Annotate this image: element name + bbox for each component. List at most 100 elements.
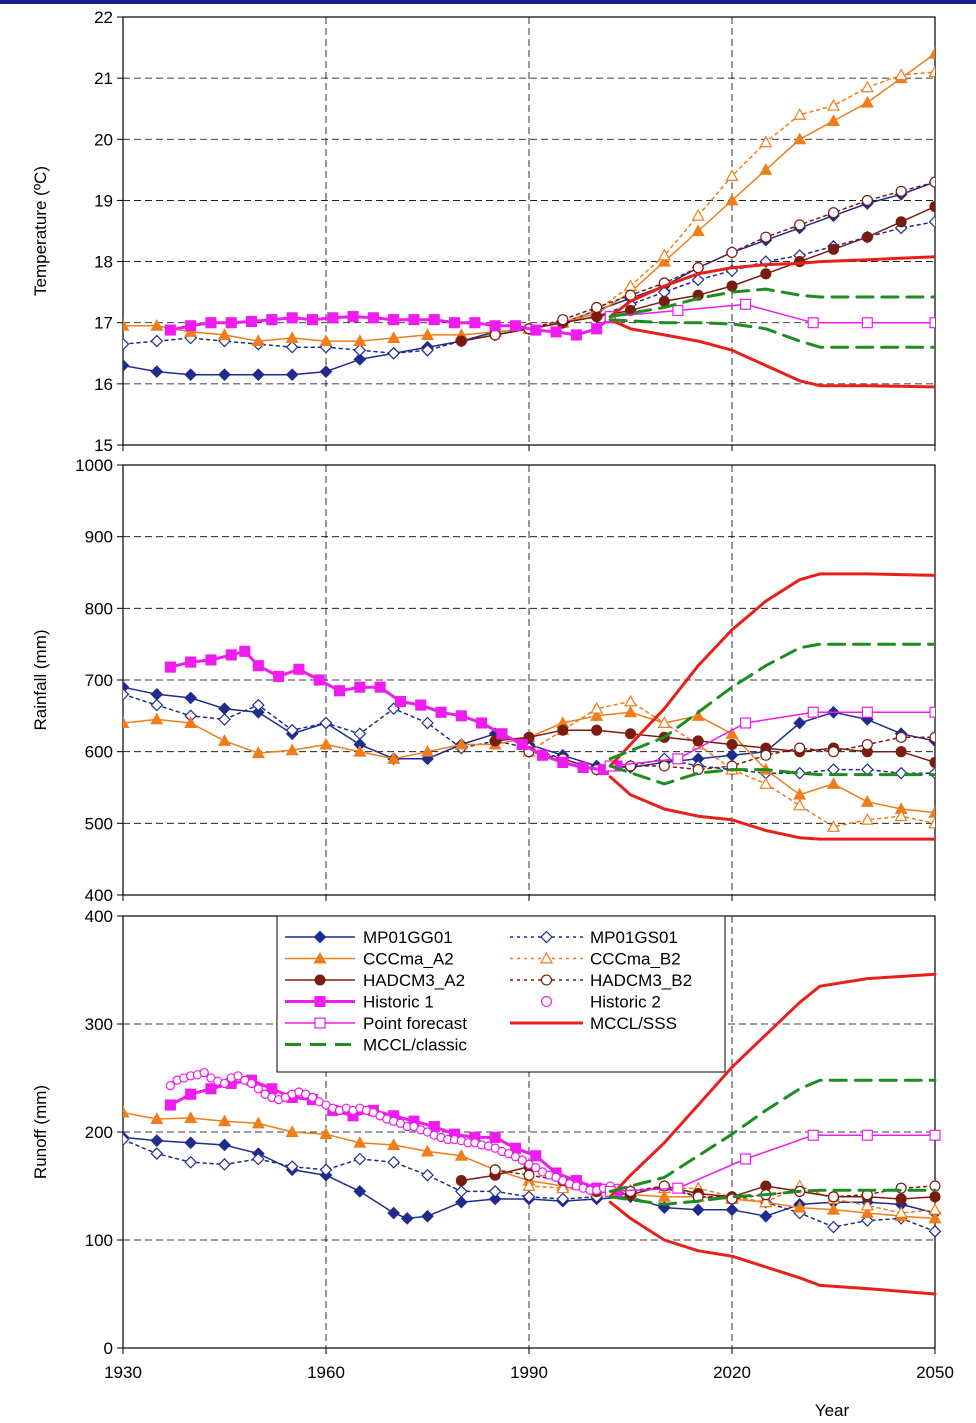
data-point-mp01gs01 [827, 1220, 840, 1234]
data-point-cccma-b2 [793, 108, 807, 120]
data-point-mp01gs01 [488, 1185, 502, 1198]
data-point-cccma-a2 [150, 319, 164, 331]
data-point-historic-1 [388, 314, 400, 326]
data-point-mp01gg01 [218, 368, 231, 382]
data-point-historic-1 [557, 756, 569, 768]
data-point-mp01gg01 [150, 365, 164, 378]
data-point-mp01gs01 [150, 334, 164, 348]
data-point-hadcm3-b2 [929, 731, 935, 743]
series-line-mccl-sss-lower [608, 1200, 937, 1296]
data-point-historic-1 [286, 312, 298, 324]
y-tick-label: 1000 [75, 456, 113, 475]
data-point-cccma-b2 [657, 248, 671, 261]
data-point-mp01gs01 [928, 215, 935, 229]
data-point-hadcm3-a2 [455, 335, 467, 347]
data-point-mp01gg01 [184, 368, 198, 382]
series-line-mccl-sss-lower [608, 775, 935, 841]
data-point-cccma-a2 [860, 95, 874, 108]
data-point-point-forecast [861, 706, 873, 718]
legend-label-hadcm3-b2: HADCM3_B2 [590, 971, 692, 990]
data-point-point-forecast [672, 304, 684, 317]
data-point-hadcm3-b2 [557, 314, 569, 326]
data-point-historic-1 [327, 312, 339, 324]
legend-label-historic-1: Historic 1 [363, 993, 434, 1012]
data-point-historic-1 [536, 749, 549, 761]
data-point-mp01gs01 [894, 766, 908, 780]
data-point-mp01gg01 [353, 1185, 367, 1198]
data-point-historic-1 [225, 649, 237, 661]
data-point-cccma-a2 [285, 331, 299, 343]
data-point-point-forecast [929, 1129, 941, 1141]
data-point-hadcm3-b2 [692, 764, 704, 776]
data-point-hadcm3-b2 [861, 194, 873, 206]
data-point-cccma-a2 [759, 163, 773, 175]
data-point-historic-1 [394, 695, 406, 708]
legend-label-mp01gs01: MP01GS01 [590, 928, 678, 947]
data-point-historic-1 [530, 1150, 542, 1162]
data-point-hadcm3-a2 [692, 735, 704, 747]
data-point-historic-1 [347, 311, 359, 323]
data-point-cccma-a2 [928, 1211, 942, 1224]
data-point-point-forecast [807, 706, 819, 718]
data-point-cccma-a2 [184, 325, 198, 337]
data-point-cccma-b2 [826, 98, 841, 111]
data-point-hadcm3-b2 [827, 207, 840, 219]
data-point-cccma-a2 [826, 1203, 841, 1215]
data-point-historic-1 [205, 654, 217, 666]
data-point-historic-1 [489, 1131, 501, 1143]
data-point-historic-1 [577, 761, 589, 773]
x-tick-label: 1990 [510, 1363, 548, 1382]
data-point-mp01gg01 [150, 1134, 164, 1147]
data-point-mp01gg01 [184, 1136, 198, 1150]
data-point-historic-1 [205, 317, 217, 329]
y-tick-label: 500 [85, 814, 113, 833]
data-point-cccma-a2 [123, 1105, 130, 1118]
data-point-point-forecast [861, 317, 873, 329]
data-point-mp01gg01 [387, 1206, 401, 1220]
x-tick-label: 1930 [104, 1363, 142, 1382]
legend-marker-mp01gg01 [313, 930, 327, 944]
data-point-hadcm3-b2 [794, 742, 806, 754]
data-point-mp01gg01 [400, 1212, 414, 1225]
data-point-cccma-a2 [184, 716, 198, 729]
data-point-cccma-b2 [928, 816, 935, 829]
data-point-cccma-a2 [285, 743, 299, 756]
legend-marker-hadcm3-b2 [540, 974, 553, 986]
legend-marker-cccma-a2 [313, 951, 327, 964]
data-point-hadcm3-a2 [929, 200, 935, 213]
data-point-mp01gg01 [218, 1138, 231, 1152]
data-point-mp01gs01 [123, 337, 130, 351]
data-point-mp01gg01 [251, 368, 265, 382]
series-line-mccl-classic-lower [608, 318, 935, 349]
series-group [123, 46, 935, 389]
series-line-mccl-classic-upper [608, 642, 935, 761]
y-tick-label: 22 [94, 8, 113, 27]
data-point-hadcm3-b2 [827, 1191, 840, 1203]
chart-panels: 15 16 17 18 19 20 21 22 Temperature (ºC) 400 500 60… [31, 8, 954, 1382]
data-point-mp01gs01 [319, 716, 333, 730]
data-point-cccma-a2 [860, 795, 874, 807]
data-point-cccma-a2 [319, 737, 333, 750]
data-point-mp01gg01 [285, 368, 299, 382]
data-point-mp01gg01 [454, 1195, 468, 1209]
data-point-cccma-a2 [826, 777, 841, 789]
y-tick-label: 19 [94, 191, 113, 210]
data-point-historic-2 [233, 1071, 243, 1081]
legend-label-point-forecast: Point forecast [363, 1014, 467, 1033]
data-point-historic-1 [374, 681, 386, 693]
data-point-historic-1 [266, 314, 278, 326]
data-point-hadcm3-a2 [726, 280, 738, 292]
data-point-mp01gs01 [522, 1190, 536, 1204]
data-point-cccma-a2 [860, 1206, 874, 1219]
data-point-hadcm3-a2 [760, 268, 772, 280]
data-point-historic-1 [496, 728, 508, 740]
data-point-historic-1 [185, 656, 197, 668]
data-point-mp01gs01 [353, 343, 367, 357]
data-point-cccma-a2 [657, 254, 671, 267]
data-point-cccma-a2 [793, 1200, 807, 1213]
data-point-cccma-b2 [894, 809, 908, 822]
data-point-cccma-b2 [759, 777, 773, 789]
data-point-cccma-b2 [725, 169, 739, 181]
data-point-hadcm3-b2 [591, 301, 603, 313]
data-point-historic-2 [517, 1155, 527, 1165]
